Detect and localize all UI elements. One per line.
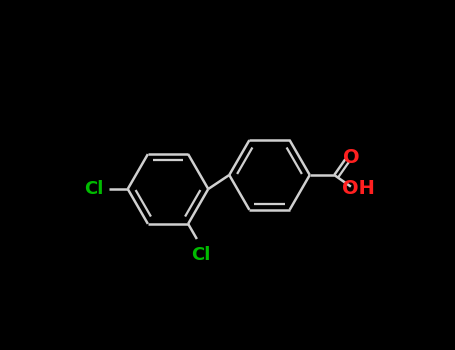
Text: Cl: Cl [191, 246, 210, 264]
Text: OH: OH [342, 179, 375, 198]
Text: O: O [343, 148, 360, 167]
Text: Cl: Cl [84, 180, 103, 198]
